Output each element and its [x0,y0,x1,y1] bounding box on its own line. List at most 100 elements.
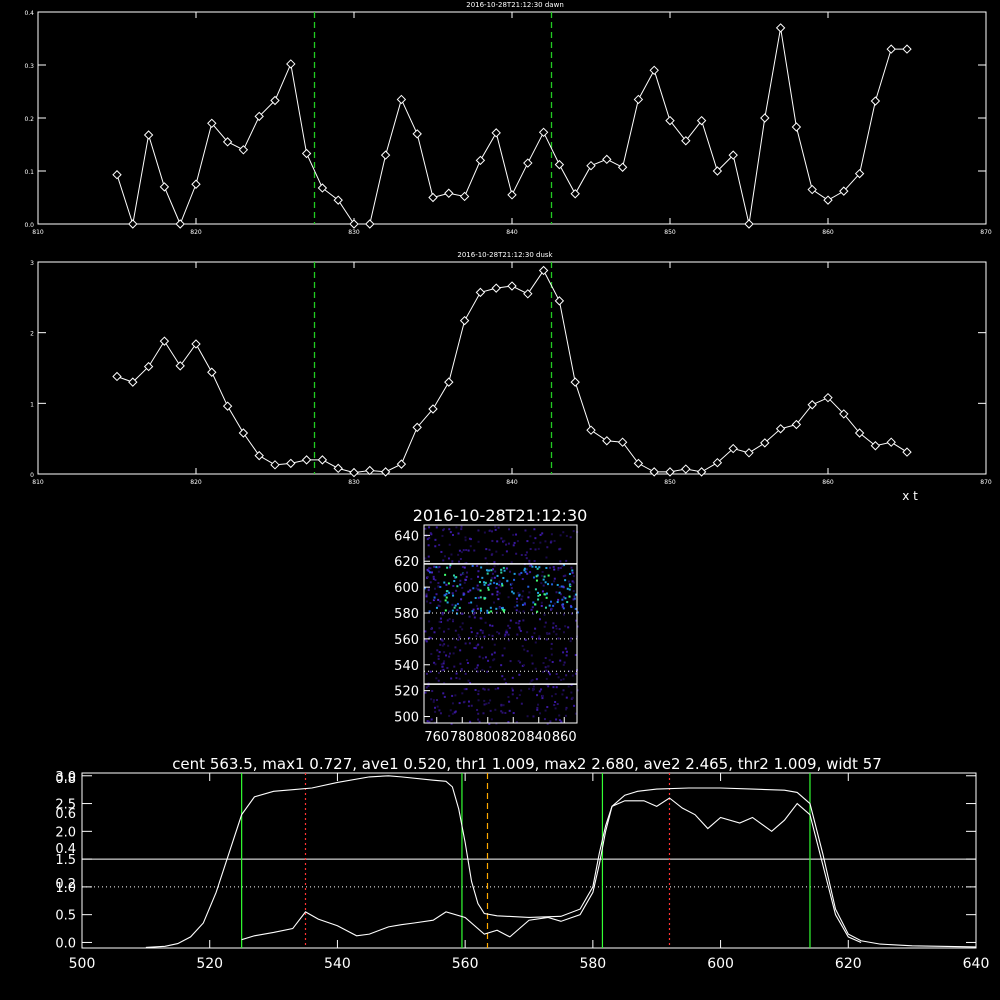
pixel [445,596,448,599]
pixel [449,531,452,534]
pixel [528,687,531,690]
pixel [483,688,486,691]
pixel [445,583,448,586]
y-tick-label: 2 [30,331,34,338]
data-point [554,296,565,306]
pixel [441,639,444,642]
pixel [560,678,563,681]
dusk-plot-area: 810 820 830 840 850 860 870 0 1 2 3 [30,260,992,486]
pixel [490,576,493,579]
pixel [447,557,450,560]
pixel [553,704,556,707]
pixel [433,597,436,600]
pixel [450,677,453,680]
pixel [460,525,463,528]
pixel [518,594,521,597]
pixel [457,532,460,535]
pixel [442,692,445,695]
pixel [450,553,453,556]
pixel [555,672,558,675]
pixel [512,533,515,536]
pixel [531,606,534,609]
pixel [466,662,469,665]
pixel [428,536,431,539]
pixel [505,550,508,553]
data-point [523,158,533,168]
pixel [523,603,526,606]
pixel [543,575,546,578]
pixel [559,593,562,596]
pixel [554,701,557,704]
pixel [435,566,438,569]
pixel [437,570,440,573]
pixel [433,565,436,568]
pixel [542,584,545,587]
pixel [429,567,432,570]
pixel [572,575,575,578]
y-tick-label: 500 [394,711,419,726]
pixel [468,636,471,639]
data-point [333,463,343,474]
pixel [494,688,497,691]
pixel [441,612,444,615]
pixel [553,580,556,583]
pixel [458,549,461,552]
data-point [380,150,391,160]
pixel [438,620,441,623]
data-point [538,265,549,276]
pixel [499,585,502,588]
data-point [554,159,565,170]
pixel [476,664,479,667]
pixel [465,575,468,578]
pixel [471,564,474,567]
pixel [436,699,439,702]
pixel [488,624,491,627]
pixel [464,562,467,565]
pixel [571,571,574,574]
pixel [492,568,495,571]
data-point [507,281,517,291]
pixel [460,612,463,615]
data-point [696,467,707,477]
pixel [490,569,493,572]
pixel [537,591,540,594]
pixel [535,579,538,582]
pixel [477,718,480,721]
pixel [568,595,571,598]
pixel [555,633,558,636]
pixel [461,622,464,625]
pixel [477,596,480,599]
data-point [444,188,454,198]
data-point [143,361,154,372]
y-tick-label: 540 [394,659,419,674]
pixel [565,708,568,711]
x-tick-label: 580 [579,956,606,972]
pixel [553,602,556,605]
pixel [555,718,558,721]
x-tick-label: 830 [348,229,360,236]
data-point [428,404,438,414]
data-point [270,95,280,106]
pixel [434,663,437,666]
data-point [586,425,596,435]
pixel [435,606,438,609]
pixel [430,718,433,721]
y-tick-label: 600 [394,581,419,596]
pixel [470,704,473,707]
y-tick-label: 3.0 [55,770,76,785]
dusk-title: 2016-10-28T21:12:30 dusk [457,251,553,259]
pixel [426,720,429,723]
pixel [458,636,461,639]
pixel [488,569,491,572]
pixel [500,710,503,713]
data-point [823,392,833,403]
pixel [452,574,455,577]
pixel [545,596,548,599]
pixel [427,569,430,572]
pixel [477,529,480,532]
pixel [458,702,461,705]
data-point [412,422,422,433]
pixel [490,718,493,721]
pixel [469,589,472,592]
pixel [438,544,441,547]
